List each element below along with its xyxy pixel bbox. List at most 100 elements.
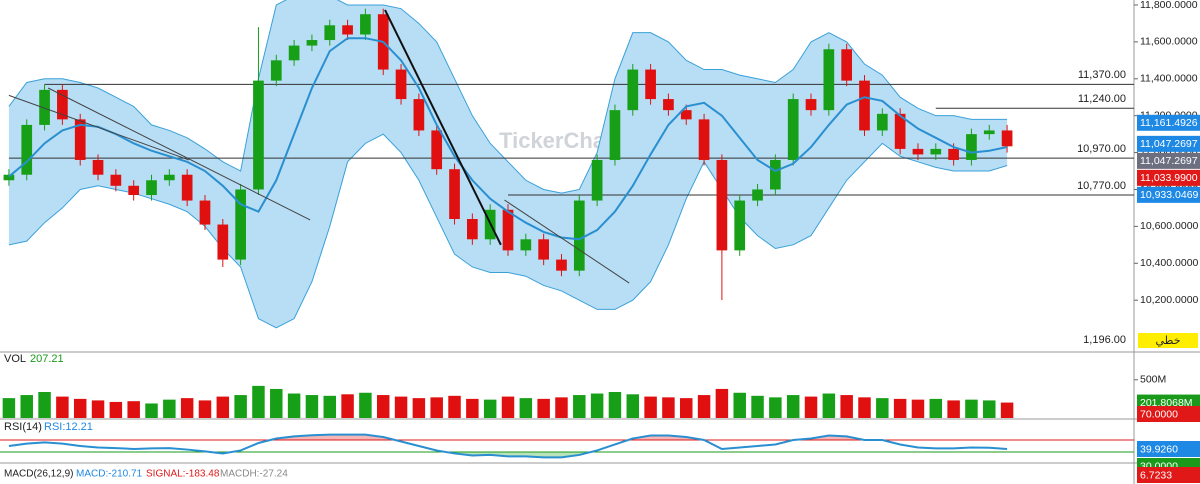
candle-body — [217, 224, 229, 260]
volume-bar — [697, 395, 711, 418]
candle-body — [3, 174, 15, 181]
candle-body — [894, 113, 906, 149]
candle-body — [573, 200, 585, 271]
candle-body — [734, 200, 746, 251]
price-tag — [1137, 135, 1200, 152]
bollinger-upper — [8, 0, 1008, 194]
volume-bar — [680, 398, 693, 418]
candle-body — [663, 99, 674, 111]
volume-bar — [590, 393, 604, 418]
price-tag — [1137, 467, 1200, 483]
candle-body — [716, 159, 728, 251]
volume-bar — [305, 395, 319, 418]
trendline — [47, 87, 311, 221]
candle-body — [805, 99, 817, 111]
volume-title: VOL — [4, 353, 26, 365]
volume-bar — [537, 398, 550, 418]
candle-body — [74, 119, 86, 160]
candle-body — [163, 174, 175, 181]
candle-body — [270, 60, 282, 81]
volume-bar — [56, 396, 69, 418]
candle-body — [235, 189, 246, 260]
volume-bar — [145, 403, 158, 418]
candle-body — [859, 80, 870, 131]
volume-bar — [1000, 402, 1014, 418]
volume-bar — [573, 395, 586, 418]
candle-body — [324, 25, 336, 41]
candle-body — [306, 40, 318, 46]
candle-body — [413, 99, 425, 131]
candle-body — [538, 239, 549, 260]
candle-body — [431, 130, 443, 170]
candle-body — [21, 124, 33, 175]
volume-bar — [501, 396, 515, 418]
volume-bar — [270, 388, 283, 418]
volume-bar — [804, 396, 818, 418]
y-tick-label: 11,400.0000 — [1140, 73, 1198, 85]
price-tag-label: 10,933.0469 — [1140, 189, 1199, 201]
volume-bar — [287, 393, 301, 418]
volume-bar — [893, 398, 907, 418]
rsi-title: RSI(14) — [4, 421, 42, 433]
price-tag-label: 70.0000 — [1140, 408, 1178, 420]
volume-bar — [20, 395, 33, 418]
volume-bar — [608, 392, 622, 418]
chart-style-button[interactable] — [1138, 333, 1198, 348]
candle-body — [752, 189, 763, 201]
rsi-line — [8, 433, 1008, 459]
volume-bar — [448, 395, 461, 418]
volume-bar — [38, 392, 51, 418]
bollinger-middle — [8, 37, 1008, 241]
volume-bar — [359, 392, 372, 418]
volume-bar — [555, 397, 568, 418]
volume-bar — [483, 399, 497, 418]
candle-body — [823, 49, 835, 111]
volume-bar — [644, 396, 657, 418]
volume-bar — [323, 395, 336, 418]
candle-body — [360, 14, 371, 35]
candle-body — [449, 169, 460, 220]
price-tag — [1137, 169, 1200, 186]
price-tag-label: 11,047.2697 — [1140, 138, 1198, 150]
volume-bar — [626, 394, 640, 418]
chart-style-label[interactable]: خطي — [1156, 335, 1181, 347]
candle-body — [930, 148, 942, 155]
hist-reading: MACDH:-27.24 — [220, 469, 288, 480]
rsi-oversold-fill — [210, 451, 592, 458]
candle-body — [1001, 130, 1013, 147]
volume-bar — [822, 393, 836, 418]
macd-title: MACD(26,12,9) — [4, 469, 73, 480]
candle-body — [627, 69, 639, 111]
volume-bar — [911, 399, 925, 418]
candle-body — [912, 148, 924, 155]
candle-body — [128, 185, 140, 196]
candle-body — [520, 239, 532, 251]
volume-bar — [786, 395, 800, 418]
volume-bar — [430, 397, 443, 418]
volume-bar — [216, 396, 230, 418]
volume-bar — [198, 400, 212, 418]
candle-body — [556, 259, 567, 271]
level-label: 10,970.00 — [1077, 143, 1126, 155]
price-tag-label: 201.8068M — [1140, 397, 1193, 409]
candle-body — [645, 69, 656, 100]
volume-bar — [662, 397, 675, 418]
trendline — [8, 94, 190, 161]
candle-body — [39, 89, 50, 125]
candle-body — [253, 80, 264, 190]
y-tick-label: 11,600.0000 — [1140, 36, 1198, 48]
volume-bar — [751, 395, 764, 418]
candle-body — [146, 180, 157, 196]
candle-body — [92, 159, 104, 175]
volume-bar — [109, 401, 123, 418]
candle-body — [983, 130, 995, 135]
candle-body — [110, 174, 122, 186]
candle-body — [876, 113, 888, 131]
macd-reading: MACD:-210.71 — [76, 469, 143, 480]
volume-bar — [983, 400, 996, 418]
candle-body — [698, 119, 710, 160]
volume-bar — [929, 398, 943, 418]
level-label: 11,240.00 — [1078, 93, 1126, 105]
volume-bar — [341, 394, 354, 418]
